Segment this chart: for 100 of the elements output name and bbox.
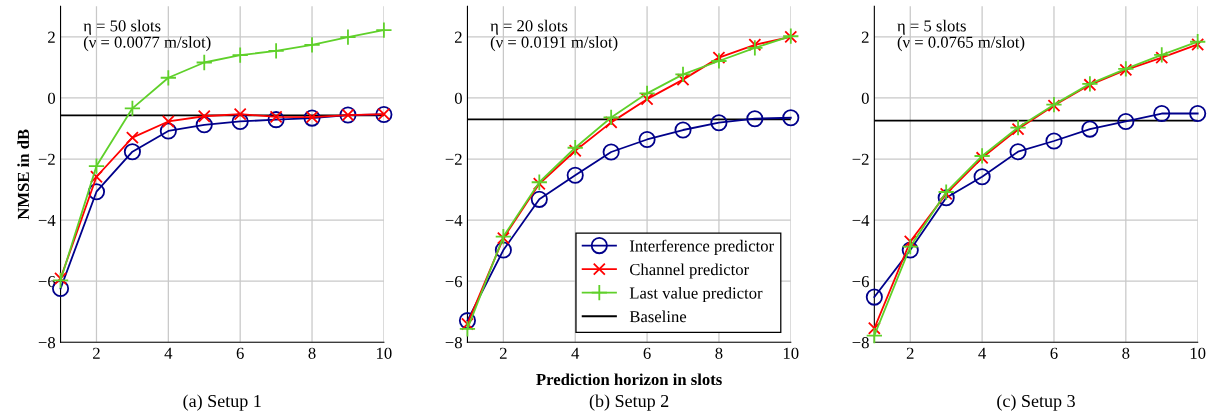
point	[937, 183, 955, 201]
y-tick-label: −2	[852, 153, 869, 165]
legend-label: Channel predictor	[629, 263, 750, 279]
x-tick-label: 8	[715, 347, 723, 359]
y-tick-label: 0	[47, 92, 56, 104]
point	[339, 28, 357, 46]
y-tick-label: −6	[445, 275, 463, 288]
point	[458, 312, 476, 330]
y-tick-label: −8	[38, 337, 56, 349]
point	[640, 92, 654, 106]
y-tick-label: −6	[852, 275, 869, 288]
legend-label: Last value predictor	[629, 286, 763, 303]
y-tick-label: −4	[38, 214, 56, 226]
point	[973, 168, 991, 186]
point	[1081, 120, 1099, 138]
y-tick-label: −4	[852, 214, 870, 226]
y-tick-label: −4	[445, 214, 463, 226]
y-tick-label: 0	[861, 92, 869, 104]
point	[712, 51, 726, 65]
text: (c) Setup 3	[997, 394, 1075, 411]
point	[530, 190, 548, 208]
x-tick-label: 6	[1050, 347, 1058, 359]
point	[1153, 46, 1171, 64]
point	[566, 166, 584, 184]
point	[269, 110, 283, 124]
point	[638, 84, 656, 102]
y-tick-label: −8	[445, 337, 462, 349]
point	[231, 46, 249, 64]
point	[54, 271, 68, 285]
point	[710, 52, 728, 70]
point	[159, 122, 177, 140]
x-axis-title: Prediction horizon in slots	[536, 373, 722, 386]
x-tick-label: 6	[236, 347, 244, 359]
point	[602, 108, 620, 127]
x-tick-label: 8	[308, 347, 316, 359]
point	[267, 42, 285, 60]
point	[865, 288, 883, 306]
point	[1153, 104, 1171, 123]
text: (a) Setup 1	[183, 394, 261, 411]
point	[937, 189, 955, 207]
point	[90, 170, 103, 184]
x-tick-label: 10	[1190, 347, 1206, 359]
y-tick-label: −8	[852, 337, 869, 349]
point	[867, 321, 881, 335]
point	[674, 65, 692, 83]
legend-label: Interference predictor	[629, 239, 774, 255]
legend-label: Baseline	[629, 310, 687, 323]
x-tick-label: 4	[978, 347, 987, 359]
point	[197, 109, 211, 123]
point	[1045, 132, 1063, 150]
x-tick-label: 4	[571, 347, 580, 359]
point	[494, 241, 512, 259]
y-tick-label: 0	[454, 92, 462, 104]
point	[159, 69, 177, 87]
x-tick-label: 10	[377, 347, 392, 359]
point	[1191, 38, 1205, 51]
point	[123, 99, 141, 117]
x-tick-label: 8	[1122, 347, 1130, 359]
x-tick-label: 6	[643, 347, 651, 359]
y-tick-label: 2	[861, 31, 869, 43]
point	[231, 112, 249, 131]
point	[782, 109, 800, 127]
point	[195, 53, 213, 72]
point	[267, 111, 285, 129]
y-tick-label: 2	[454, 31, 462, 43]
point	[375, 21, 393, 39]
point	[973, 147, 991, 165]
text: (b) Setup 2	[589, 394, 669, 411]
point	[125, 131, 139, 145]
point	[748, 38, 762, 52]
point	[1189, 104, 1207, 123]
annotation: η = 50 slots (ν = 0.0077 m/slot)	[83, 19, 211, 52]
point	[638, 130, 656, 149]
point	[1009, 143, 1027, 161]
y-tick-label: −2	[38, 153, 55, 165]
point	[87, 183, 106, 201]
point	[458, 320, 476, 338]
point	[602, 143, 620, 161]
annotation: η = 5 slots (ν = 0.0765 m/slot)	[897, 19, 1025, 52]
annotation: η = 20 slots (ν = 0.0191 m/slot)	[490, 19, 618, 52]
point	[746, 110, 764, 128]
x-tick-label: 10	[783, 347, 799, 359]
point	[674, 121, 692, 139]
point	[746, 39, 764, 57]
point	[604, 115, 618, 129]
point	[1189, 33, 1207, 51]
y-tick-label: 2	[48, 31, 55, 43]
x-tick-label: 2	[499, 347, 507, 359]
point	[530, 173, 548, 191]
x-tick-label: 2	[93, 347, 100, 359]
point	[710, 114, 728, 132]
point	[87, 157, 106, 175]
y-axis-title: NMSE in dB	[17, 129, 30, 220]
point	[233, 107, 247, 121]
point	[566, 139, 584, 157]
point	[676, 73, 690, 87]
point	[123, 143, 141, 161]
x-tick-label: 4	[164, 347, 173, 359]
point	[1117, 112, 1135, 131]
point	[161, 114, 175, 128]
